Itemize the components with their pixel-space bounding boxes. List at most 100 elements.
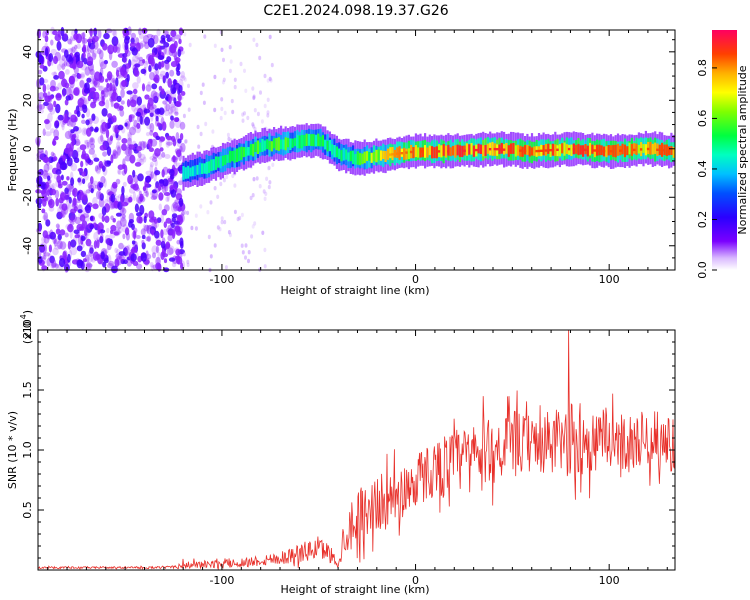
spectrogram-cell: [92, 50, 98, 58]
spectrogram-cell: [130, 253, 137, 262]
spectrogram-cell: [49, 107, 56, 115]
spectrogram-cell: [157, 122, 161, 127]
spectrogram-cell: [656, 148, 660, 151]
spectrogram-cell: [82, 258, 87, 263]
x-tick-label: 0: [412, 273, 419, 286]
spectrogram-cell: [71, 136, 75, 147]
spectrogram-cell: [143, 216, 147, 224]
spectrogram-cell: [79, 80, 84, 88]
spectrogram-cell: [403, 147, 406, 160]
spectrogram-cell: [246, 115, 250, 121]
spectrogram-cell: [171, 172, 178, 178]
spectrogram-cell: [42, 252, 46, 259]
spectrogram-cell: [93, 231, 99, 241]
spectrogram-cell: [137, 151, 142, 158]
spectrogram-cell: [174, 199, 180, 205]
spectrogram-cell: [94, 165, 99, 172]
spectrogram-cell: [137, 115, 140, 123]
spectrogram-cell: [219, 181, 223, 187]
spectrogram-cell: [71, 190, 76, 197]
spectrogram-cell: [120, 88, 125, 99]
spectrogram-cell: [171, 222, 175, 228]
spectrogram-cell: [128, 219, 134, 224]
spectrogram-cell: [124, 122, 128, 127]
spectrogram-cell: [90, 100, 95, 106]
spectrogram-cell: [109, 82, 113, 92]
y-tick-label: 1.5: [21, 381, 34, 399]
y-tick-label: 40: [21, 45, 34, 59]
spectrogram-cell: [81, 36, 86, 46]
spectrogram-cell: [117, 226, 123, 234]
spectrogram-cell: [175, 248, 181, 256]
spectrogram-cell: [120, 66, 126, 77]
spectrogram-cell: [135, 111, 142, 117]
spectrogram-cell: [654, 142, 657, 154]
spectrogram-cell: [247, 250, 251, 255]
spectrogram-cell: [228, 45, 232, 50]
spectrogram-cell: [89, 223, 94, 230]
spectrogram-cell: [102, 261, 107, 268]
spectrogram-cell: [233, 183, 237, 188]
spectrogram-cell: [254, 142, 257, 152]
spectrogram-cell: [90, 143, 95, 150]
spectrogram-cell: [160, 229, 164, 239]
spectrogram-cell: [113, 102, 120, 109]
spectrogram-cell: [154, 170, 161, 176]
spectrogram-cell: [54, 120, 58, 126]
spectrogram-cell: [51, 262, 58, 268]
spectrogram-cell: [107, 46, 112, 52]
spectrogram-cell: [312, 134, 315, 147]
spectrogram-cell: [78, 209, 83, 220]
spectrogram-cell: [123, 164, 128, 175]
spectrogram-cell: [167, 230, 172, 236]
spectrogram-cell: [65, 61, 73, 67]
spectrogram-cell: [161, 169, 165, 178]
spectrogram-cell: [99, 144, 107, 151]
spectrogram-cell: [121, 143, 127, 151]
spectrogram-cell: [85, 189, 91, 194]
spectrogram-cell: [144, 116, 151, 126]
spectrogram-cell: [179, 237, 184, 247]
spectrogram-cell: [64, 99, 69, 106]
spectrogram-cell: [148, 147, 154, 152]
spectrogram-cell: [129, 126, 136, 136]
spectrogram-cell: [333, 145, 336, 158]
spectrogram-cell: [158, 61, 162, 70]
spectrogram-cell: [41, 265, 48, 271]
spectrogram-cell: [170, 105, 177, 114]
spectrogram-cell: [161, 37, 166, 43]
spectrogram-cell: [261, 230, 265, 235]
spectrogram-cell: [166, 247, 174, 256]
spectrogram-cell: [442, 144, 445, 156]
spectrogram-cell: [97, 96, 105, 102]
spectrogram-cell: [428, 145, 431, 156]
spectrogram-cell: [267, 166, 271, 171]
spectrogram-cell: [386, 148, 390, 160]
spectrogram-cell: [149, 164, 154, 174]
spectrogram-cell: [137, 173, 144, 182]
spectrogram-cell: [160, 251, 165, 260]
spectrogram-cell: [111, 36, 119, 47]
spectrogram-cell: [132, 124, 137, 131]
spectrogram-cell: [122, 53, 128, 58]
spectrogram-cell: [92, 180, 99, 186]
spectrogram-cell: [48, 244, 53, 253]
spectrogram-cell: [136, 215, 142, 224]
spectrogram-cell: [43, 211, 48, 222]
spectrogram-cell: [61, 63, 66, 70]
spectrogram-cell: [183, 210, 187, 215]
spectrogram-cell: [113, 231, 120, 236]
spectrogram-cell: [154, 148, 161, 157]
spectrogram-cell: [280, 139, 283, 150]
spectrogram-cell: [148, 105, 155, 115]
spectrogram-cell: [161, 121, 167, 131]
spectrogram-cell: [567, 147, 571, 151]
spectrogram-cell: [167, 234, 173, 242]
spectrogram-cell: [633, 148, 636, 152]
spectrogram-cell: [70, 214, 78, 223]
spectrogram-cell: [38, 244, 46, 253]
spectrogram-cell: [377, 149, 380, 161]
spectrogram-cell: [163, 192, 171, 196]
spectrogram-cell: [105, 28, 113, 34]
spectrogram-cell: [100, 251, 105, 260]
